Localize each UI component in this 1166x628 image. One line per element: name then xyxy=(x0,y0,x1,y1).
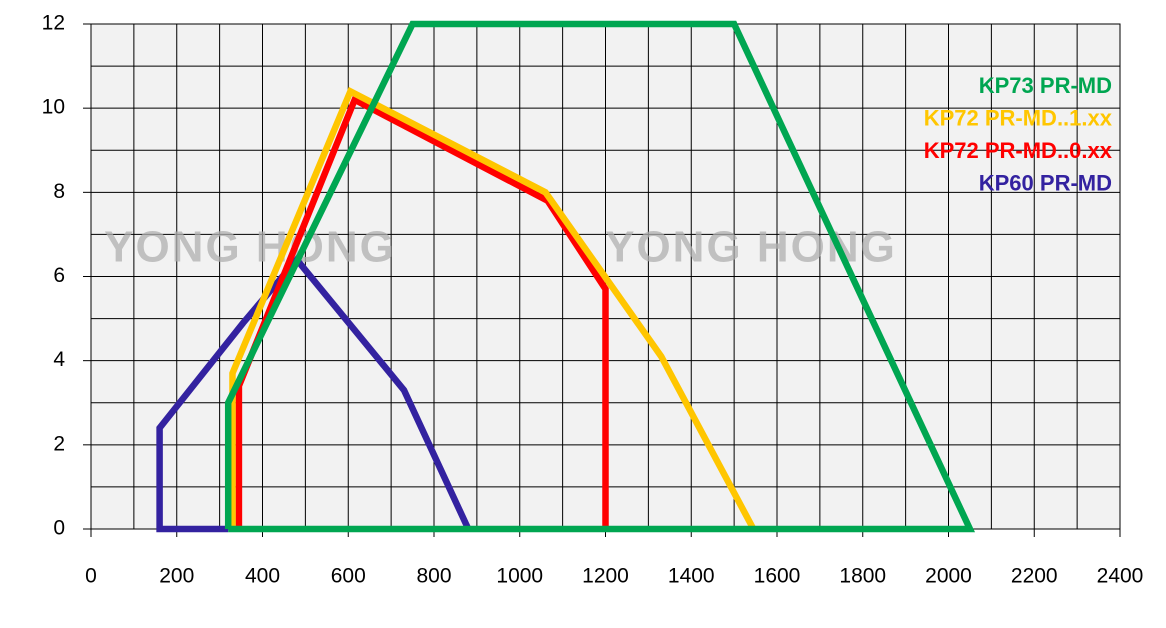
legend-entry: KP60 PR-MD xyxy=(979,170,1112,195)
watermark: YONG HONG xyxy=(104,223,396,272)
y-tick-label: 6 xyxy=(53,264,65,287)
x-tick-label: 1800 xyxy=(839,565,886,588)
labels: 0 200 400 600 800 1000 1200 1400 1600 1800 2000 220… xyxy=(42,12,1144,588)
grid xyxy=(83,23,1121,537)
x-tick-label: 1600 xyxy=(754,565,801,588)
series-line xyxy=(224,20,976,533)
x-tick-label: 400 xyxy=(245,565,280,588)
x-tick-label: 600 xyxy=(331,565,366,588)
x-tick-label: 0 xyxy=(85,565,97,588)
y-tick-label: 10 xyxy=(42,96,65,119)
x-tick-label: 200 xyxy=(159,565,194,588)
legend-entry: KP72 PR-MD..0.xx xyxy=(924,138,1113,163)
watermark: YONG HONG xyxy=(605,223,897,272)
y-tick-label: 2 xyxy=(53,432,65,455)
legend-entry: KP72 PR-MD..1.xx xyxy=(924,105,1113,130)
x-tick-label: 2400 xyxy=(1097,565,1144,588)
lines xyxy=(156,20,976,533)
y-tick-label: 8 xyxy=(53,180,65,203)
x-tick-label: 2200 xyxy=(1011,565,1058,588)
x-tick-label: 1200 xyxy=(582,565,629,588)
x-tick-label: 1000 xyxy=(496,565,543,588)
x-tick-label: 2000 xyxy=(925,565,972,588)
x-tick-label: 800 xyxy=(416,565,451,588)
legend-entry: KP73 PR-MD xyxy=(979,73,1112,98)
y-tick-label: 12 xyxy=(42,12,65,35)
y-tick-label: 0 xyxy=(53,517,65,540)
y-tick-label: 4 xyxy=(53,348,65,371)
series-line xyxy=(156,254,472,533)
series-line xyxy=(235,95,609,529)
x-tick-label: 1400 xyxy=(668,565,715,588)
